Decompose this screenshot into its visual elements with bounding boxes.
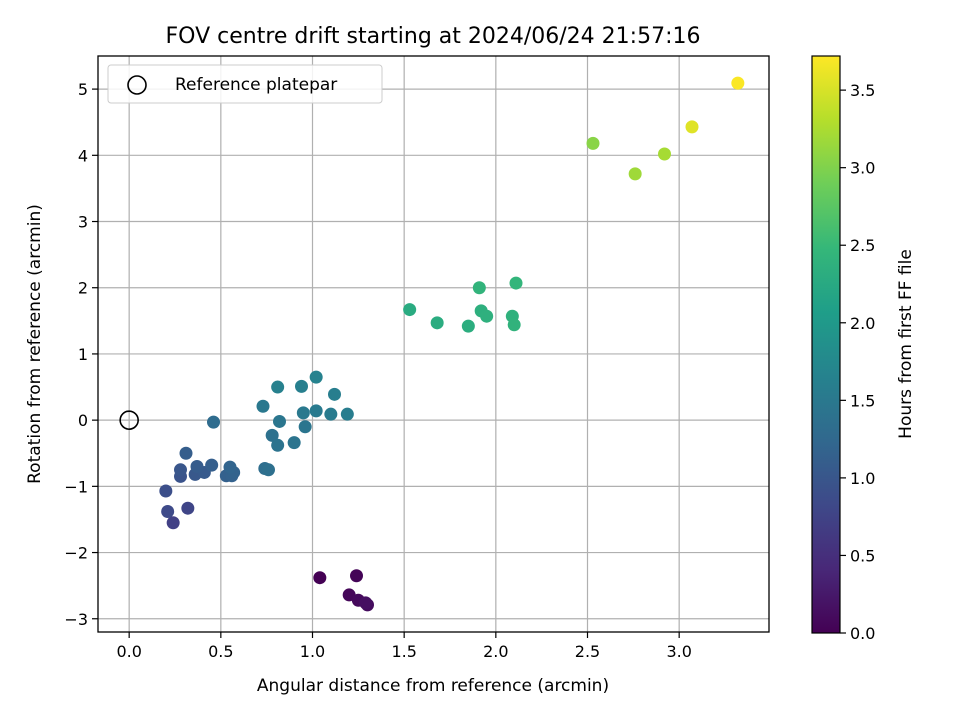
y-tick-label: 5 <box>78 80 88 99</box>
colorbar-ticks: 0.0 0.5 1.0 1.5 2.0 2.5 3.0 3.5 <box>840 81 875 643</box>
x-tick-label: 3.0 <box>666 642 691 661</box>
data-point <box>190 459 204 473</box>
data-point <box>174 463 187 477</box>
data-points <box>159 76 745 612</box>
data-point <box>403 303 417 317</box>
y-tick-label: −2 <box>64 544 88 563</box>
reference-marker <box>119 410 139 430</box>
y-tick-label: −3 <box>64 610 88 629</box>
legend-entry: Reference platepar <box>175 75 337 95</box>
colorbar-tick-label: 3.5 <box>850 81 875 100</box>
y-tick-label: 4 <box>78 146 88 165</box>
data-point <box>166 516 180 530</box>
colorbar-tick-label: 1.0 <box>850 469 875 488</box>
data-point <box>430 316 444 330</box>
chart-title: FOV centre drift starting at 2024/06/24 … <box>166 24 701 49</box>
colorbar-tick-label: 3.0 <box>850 159 875 178</box>
colorbar-tick-label: 2.0 <box>850 314 875 333</box>
data-point <box>273 414 286 428</box>
data-point <box>658 147 671 161</box>
data-point <box>296 406 310 420</box>
data-point <box>328 387 341 401</box>
data-point <box>350 569 363 583</box>
y-tick-label: 1 <box>78 345 88 364</box>
data-point <box>265 428 279 442</box>
data-point <box>480 309 494 323</box>
data-point <box>159 484 173 498</box>
colorbar-tick-label: 2.5 <box>850 236 875 255</box>
data-point <box>262 463 275 477</box>
grid-lines <box>98 56 769 632</box>
y-axis-label: Rotation from reference (arcmin) <box>25 204 45 484</box>
data-point <box>586 136 600 150</box>
legend-marker <box>127 75 147 95</box>
data-point <box>271 380 285 394</box>
legend-box <box>107 64 383 104</box>
data-point <box>628 167 642 181</box>
colorbar-tick-label: 1.5 <box>850 391 875 410</box>
data-point <box>324 407 338 421</box>
data-point <box>179 446 193 460</box>
x-tick-label: 0.0 <box>116 642 141 661</box>
data-point <box>507 318 521 332</box>
data-point <box>181 501 195 515</box>
data-point <box>313 571 327 585</box>
data-point <box>298 420 312 434</box>
data-point <box>309 404 323 418</box>
x-axis-label: Angular distance from reference (arcmin) <box>257 676 609 696</box>
colorbar-label: Hours from first FF file <box>896 249 916 439</box>
plot-frame <box>97 55 770 633</box>
x-axis: 0.0 0.5 1.0 1.5 2.0 2.5 3.0 <box>116 632 692 661</box>
y-tick-label: 3 <box>78 213 88 232</box>
data-point <box>340 407 354 421</box>
data-point <box>472 281 486 295</box>
data-point <box>223 460 237 474</box>
data-point <box>295 379 308 393</box>
colorbar-tick-label: 0.5 <box>850 546 875 565</box>
data-point <box>509 276 523 290</box>
x-tick-label: 0.5 <box>208 642 233 661</box>
x-tick-label: 1.0 <box>300 642 325 661</box>
data-point <box>685 120 699 134</box>
colorbar: 0.0 0.5 1.0 1.5 2.0 2.5 3.0 3.5 Hours from firs… <box>811 55 916 643</box>
data-point <box>461 319 475 333</box>
y-tick-label: −1 <box>64 477 88 496</box>
legend: Reference platepar <box>107 64 383 104</box>
y-axis: −3 −2 −1 0 1 2 3 4 5 <box>64 80 98 629</box>
data-point <box>287 436 301 450</box>
y-tick-label: 2 <box>78 279 88 298</box>
colorbar-tick-label: 0.0 <box>850 624 875 643</box>
data-point <box>207 415 220 429</box>
colorbar-gradient <box>811 55 841 634</box>
x-tick-label: 2.0 <box>483 642 508 661</box>
data-point <box>271 438 285 452</box>
data-point <box>205 458 219 472</box>
data-point <box>359 596 373 610</box>
x-tick-label: 2.5 <box>575 642 600 661</box>
data-point <box>731 76 745 90</box>
data-point <box>309 370 323 384</box>
x-tick-label: 1.5 <box>391 642 416 661</box>
data-point <box>161 505 175 519</box>
y-tick-label: 0 <box>78 411 88 430</box>
data-point <box>256 399 270 413</box>
